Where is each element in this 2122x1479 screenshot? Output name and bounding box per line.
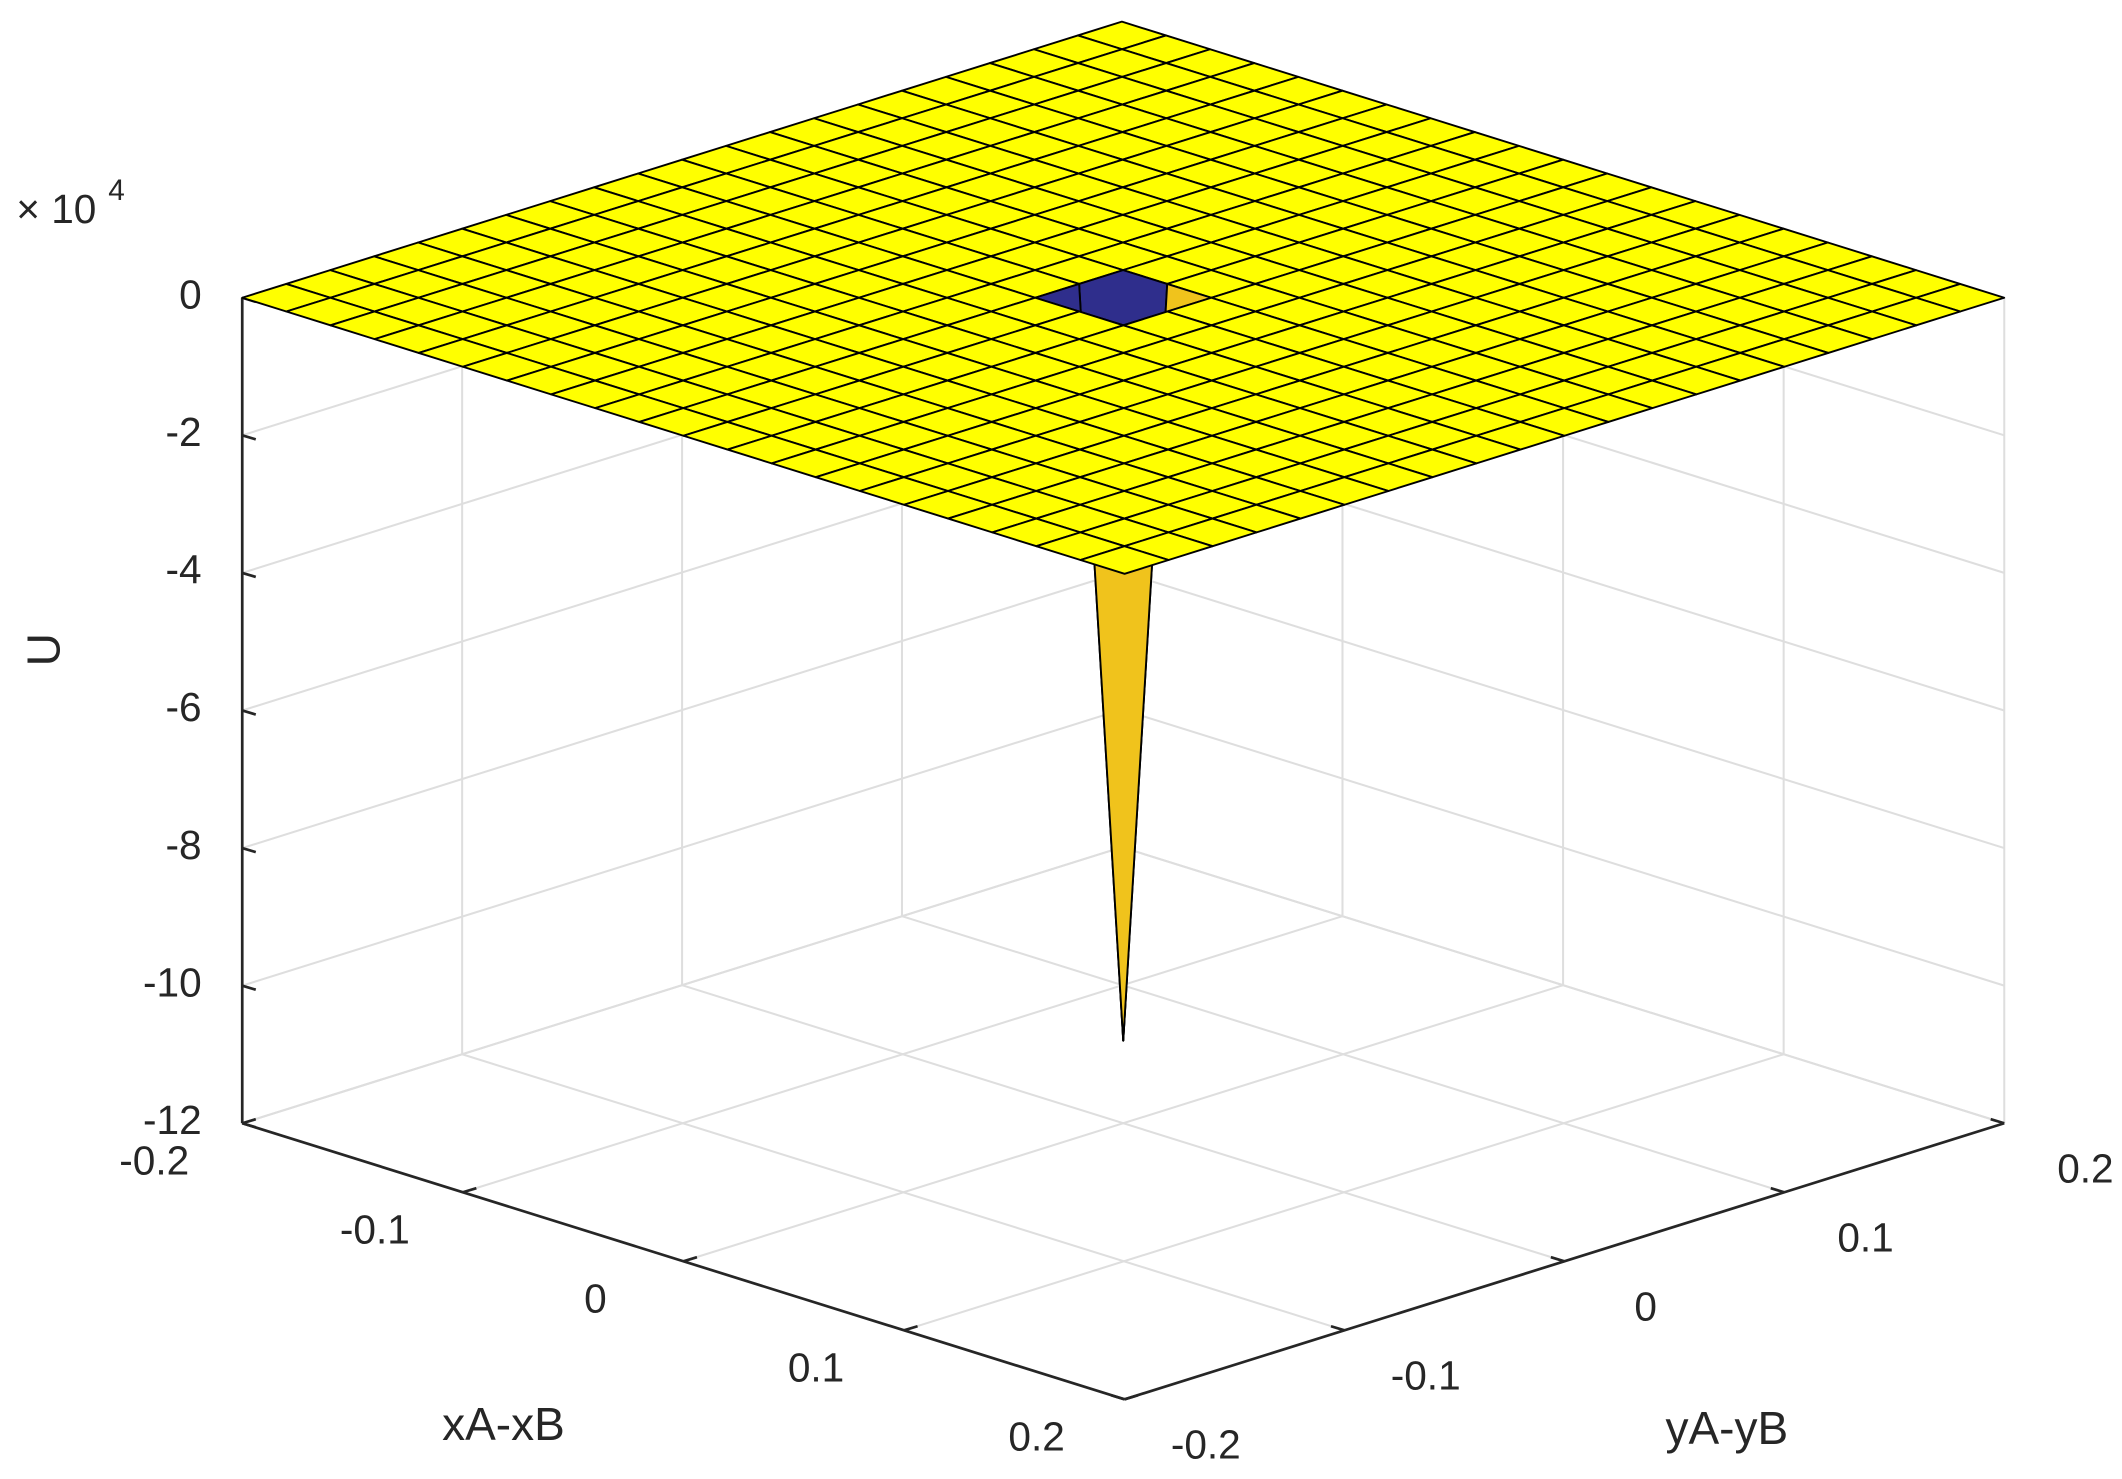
y-tick-label: -0.2 bbox=[1171, 1422, 1241, 1468]
grid-line bbox=[1121, 708, 2005, 987]
grid-line bbox=[241, 571, 1123, 850]
z-axis-label: U bbox=[18, 633, 70, 666]
y-axis bbox=[1124, 1121, 2005, 1401]
y-tick bbox=[1990, 1117, 2005, 1125]
x-tick-label: -0.2 bbox=[119, 1138, 189, 1184]
z-tick-label: -2 bbox=[166, 409, 202, 455]
grid-line bbox=[461, 1053, 1345, 1332]
x-tick-label: -0.1 bbox=[340, 1207, 410, 1253]
x-axis-label: xA-xB bbox=[442, 1398, 565, 1450]
grid-line bbox=[241, 708, 1123, 987]
z-tick-label: -4 bbox=[166, 547, 202, 593]
y-tick bbox=[1330, 1324, 1345, 1332]
grid-line bbox=[1121, 571, 2005, 850]
x-tick bbox=[241, 1117, 257, 1125]
x-tick-label: 0.2 bbox=[1008, 1414, 1064, 1460]
z-multiplier-exponent: 4 bbox=[108, 174, 125, 207]
z-tick-label: -12 bbox=[143, 1097, 202, 1143]
x-tick-label: 0 bbox=[584, 1276, 607, 1322]
x-tick-label: 0.1 bbox=[788, 1345, 844, 1391]
x-tick bbox=[903, 1324, 918, 1332]
x-tick bbox=[1124, 1393, 1139, 1401]
grid-line bbox=[1121, 846, 2005, 1125]
z-tick bbox=[241, 846, 257, 854]
surface-cell bbox=[1079, 545, 1170, 575]
z-tick bbox=[241, 434, 257, 441]
y-tick-label: 0.1 bbox=[1837, 1215, 1893, 1261]
z-tick bbox=[241, 984, 257, 992]
z-tick-label: -6 bbox=[166, 684, 202, 730]
y-tick bbox=[1550, 1255, 1565, 1263]
y-axis-label: yA-yB bbox=[1665, 1402, 1788, 1454]
z-tick bbox=[241, 709, 257, 716]
x-axis bbox=[241, 1121, 1125, 1401]
x-tick bbox=[462, 1186, 477, 1194]
z-tick bbox=[241, 571, 257, 579]
y-tick-label: -0.1 bbox=[1391, 1353, 1461, 1399]
grid-line bbox=[681, 984, 1565, 1263]
y-tick-label: 0.2 bbox=[2057, 1146, 2113, 1192]
x-tick bbox=[683, 1255, 698, 1263]
z-tick-label: 0 bbox=[179, 271, 202, 317]
plot-area: × 10 4 U -12 -10 -8 -6 -4 -2 0 -0.2 -0.1 0 0.1 0.2 -… bbox=[16, 20, 2114, 1468]
grid-line bbox=[901, 915, 1785, 1194]
y-tick-label: 0 bbox=[1634, 1284, 1657, 1330]
z-tick-label: -8 bbox=[166, 822, 202, 868]
z-multiplier: × 10 bbox=[16, 186, 96, 232]
y-tick bbox=[1110, 1393, 1125, 1401]
y-tick bbox=[1770, 1186, 1785, 1194]
grid-line bbox=[241, 846, 1123, 1125]
z-tick-label: -10 bbox=[143, 959, 202, 1005]
